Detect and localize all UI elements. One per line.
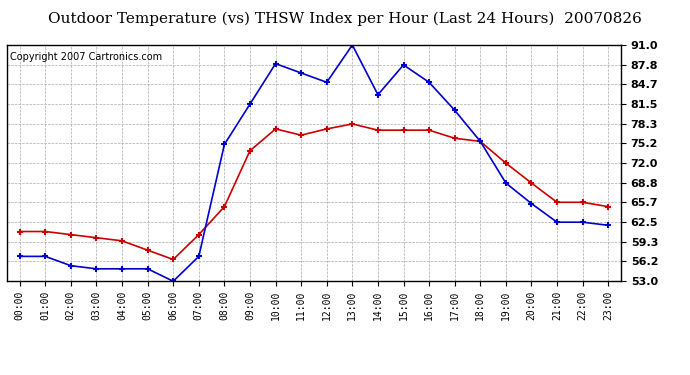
Text: Copyright 2007 Cartronics.com: Copyright 2007 Cartronics.com <box>10 52 162 62</box>
Text: Outdoor Temperature (vs) THSW Index per Hour (Last 24 Hours)  20070826: Outdoor Temperature (vs) THSW Index per … <box>48 11 642 26</box>
